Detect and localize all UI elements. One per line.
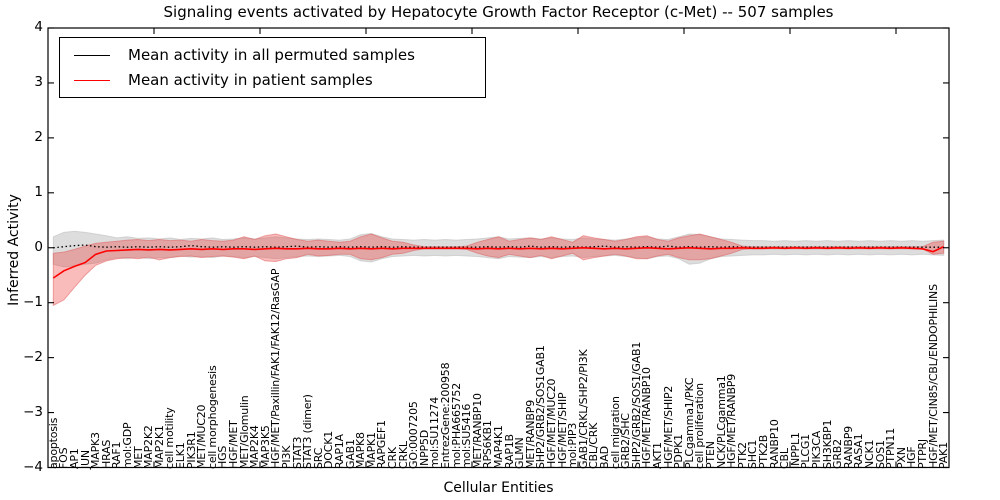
y-tick-label: 2 (34, 128, 43, 145)
y-axis-title: Inferred Activity (6, 194, 22, 306)
patient-line-swatch-icon (74, 79, 110, 81)
permuted-line-swatch-icon (74, 54, 110, 56)
legend-label: Mean activity in all permuted samples (128, 46, 415, 64)
y-tick-label: 4 (34, 19, 43, 35)
legend: Mean activity in all permuted samples Me… (59, 37, 486, 98)
patient-mean-line (52, 245, 945, 279)
y-tick-label: −4 (23, 458, 43, 475)
y-tick-label: 3 (34, 73, 43, 90)
legend-entry-patient: Mean activity in patient samples (74, 71, 415, 89)
y-tick-label: −2 (23, 348, 43, 365)
y-tick-label: 0 (34, 238, 43, 255)
patient-std-band (52, 233, 945, 307)
x-category-label: PAK1 (937, 442, 951, 469)
y-tick-label: −1 (23, 293, 43, 310)
y-tick-label: 1 (34, 183, 43, 200)
legend-entry-permuted: Mean activity in all permuted samples (74, 46, 415, 64)
legend-label: Mean activity in patient samples (128, 71, 373, 89)
x-category-label: HGF/MET/Paxillin/FAK1/FAK12/RasGAP (269, 268, 283, 469)
chart-title: Signaling events activated by Hepatocyte… (163, 3, 834, 21)
x-axis-title: Cellular Entities (443, 480, 554, 496)
y-tick-label: −3 (23, 403, 43, 420)
